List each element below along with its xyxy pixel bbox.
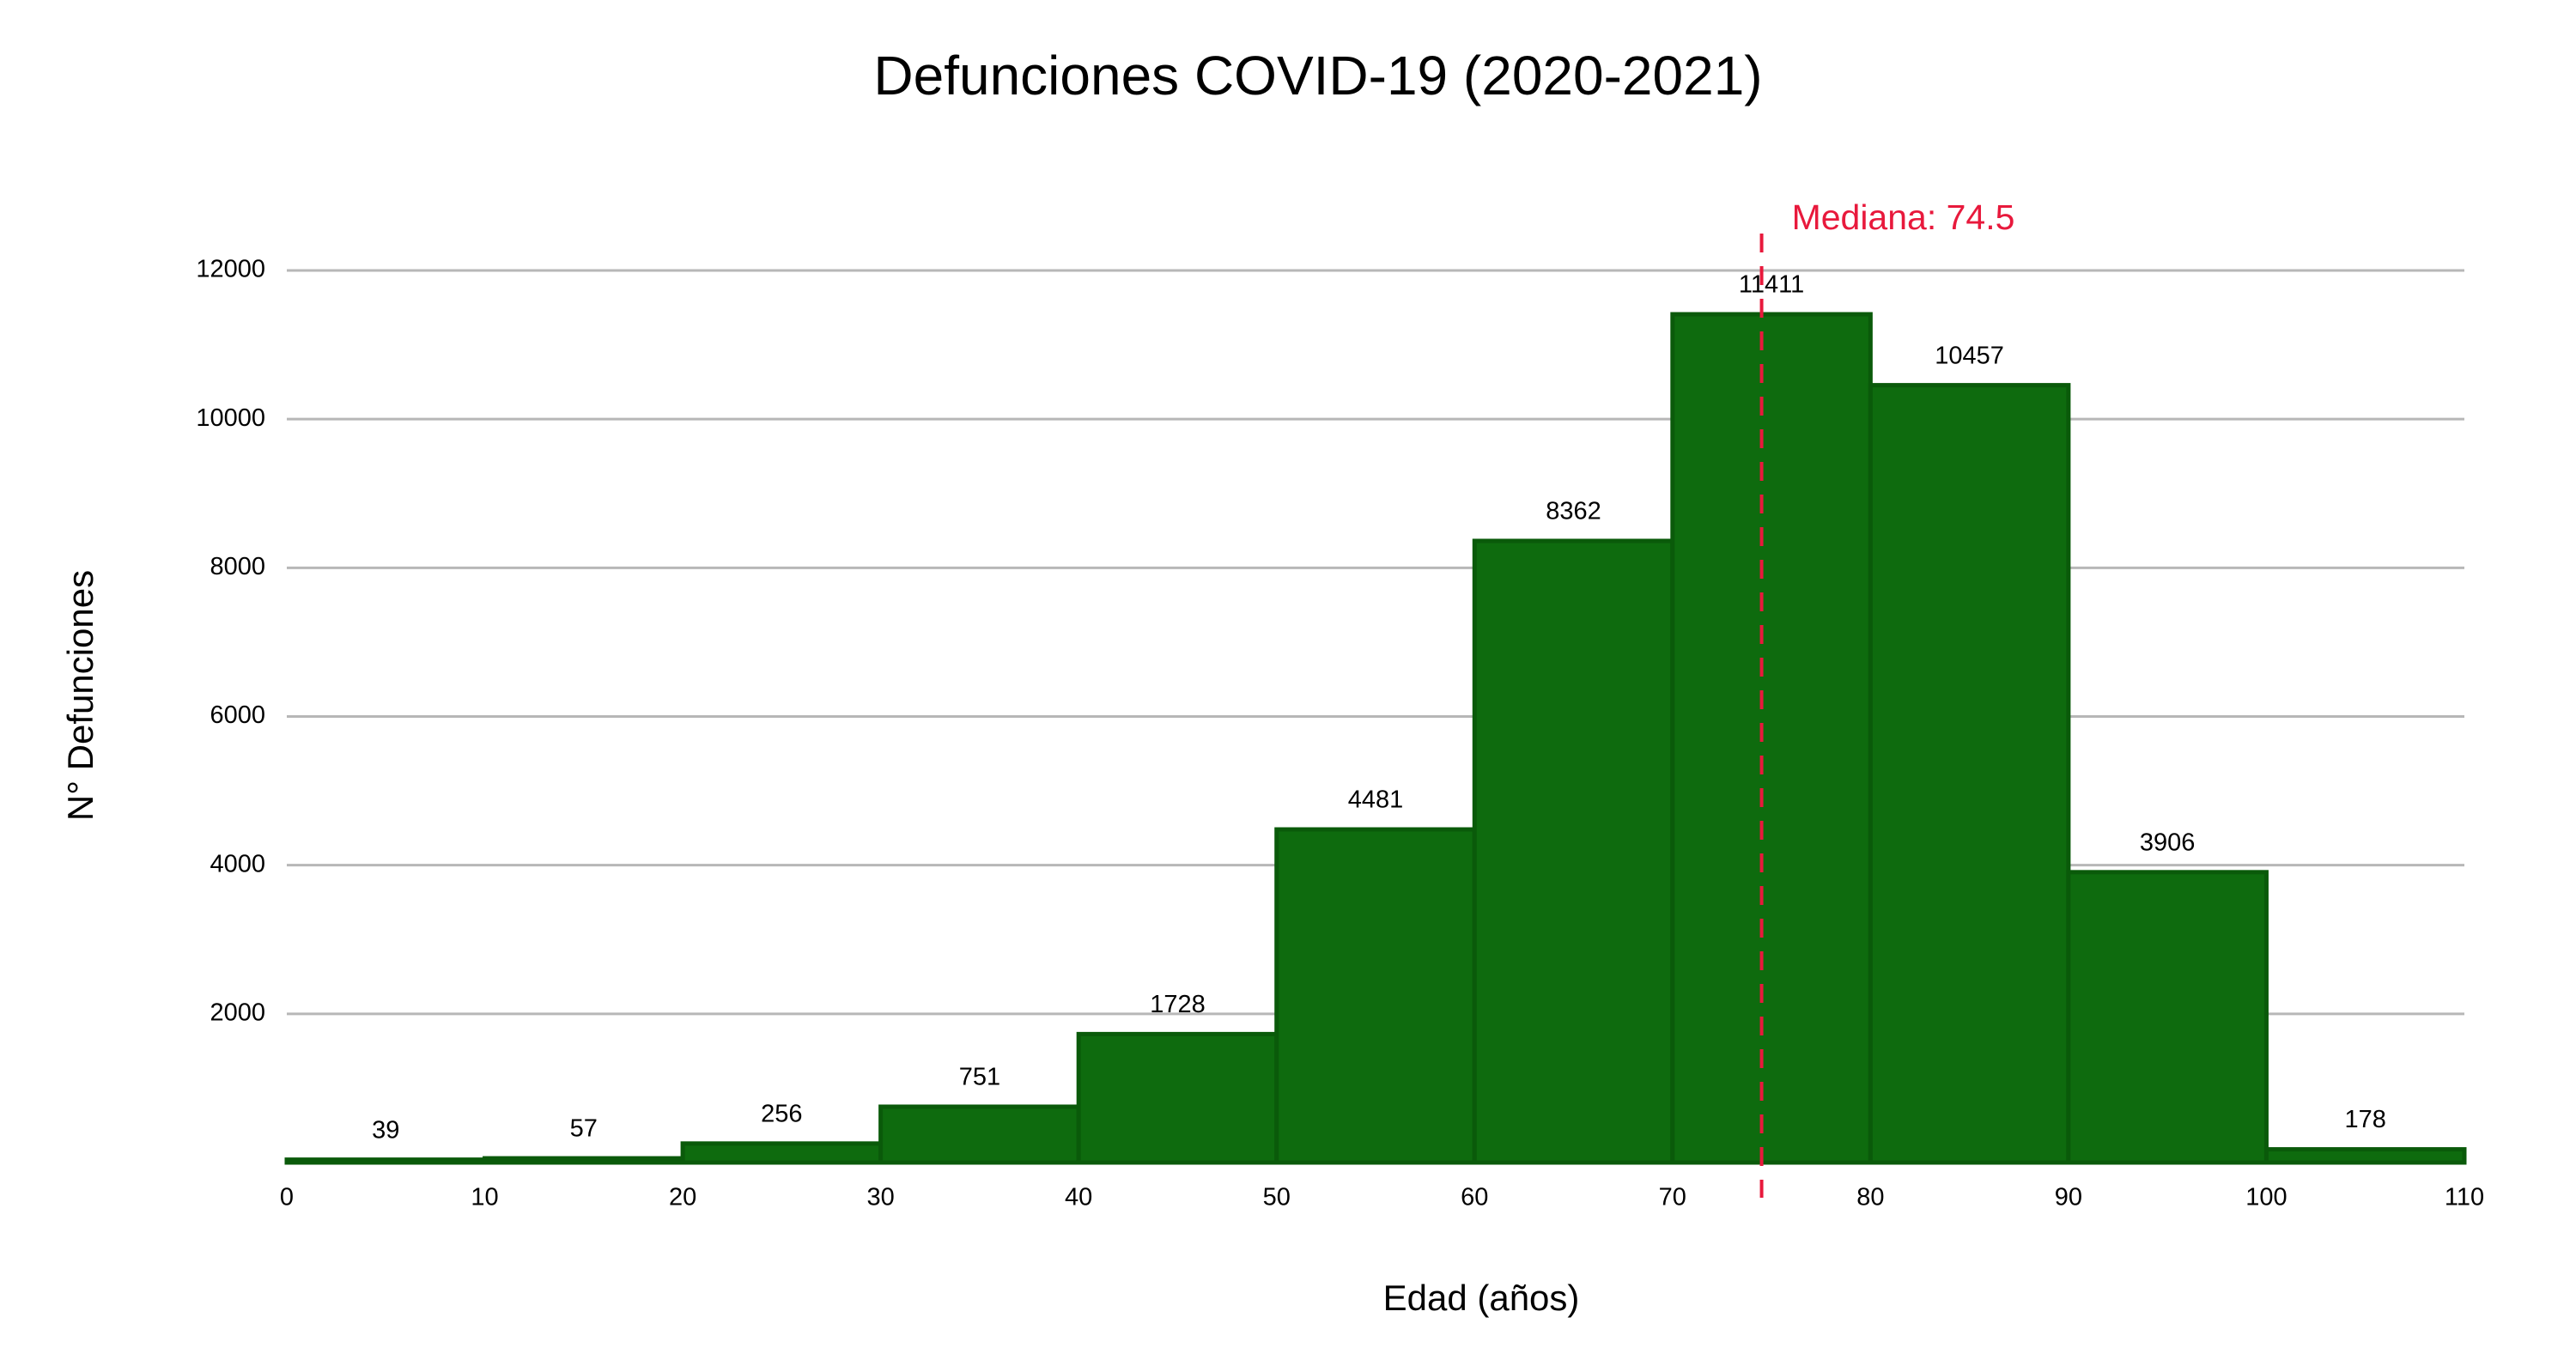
data-label: 57 [570, 1115, 598, 1143]
chart-title: Defunciones COVID-19 (2020-2021) [873, 45, 1762, 106]
data-label: 11411 [1739, 271, 1804, 299]
x-tick-label: 60 [1461, 1184, 1488, 1211]
bar [483, 1156, 685, 1165]
bar [680, 1141, 884, 1165]
x-tick-label: 110 [2445, 1184, 2484, 1211]
x-axis-label: Edad (años) [1383, 1278, 1580, 1318]
x-tick-label: 20 [669, 1184, 696, 1211]
x-tick-label: 80 [1856, 1184, 1884, 1211]
x-tick-label: 0 [280, 1184, 294, 1211]
x-tick-label: 90 [2055, 1184, 2082, 1211]
bar [878, 1104, 1081, 1165]
y-tick-label: 6000 [210, 701, 265, 729]
bar [1472, 538, 1675, 1165]
bar [2066, 870, 2269, 1165]
data-label: 3906 [2140, 829, 2196, 856]
y-tick-label: 8000 [210, 553, 265, 580]
x-tick-label: 50 [1263, 1184, 1291, 1211]
x-tick-label: 30 [867, 1184, 895, 1211]
y-tick-label: 4000 [210, 850, 265, 877]
x-tick-label: 40 [1065, 1184, 1092, 1211]
y-tick-label: 2000 [210, 999, 265, 1026]
bar [1670, 312, 1873, 1165]
data-label: 39 [372, 1116, 399, 1144]
data-label: 751 [959, 1064, 1000, 1091]
x-tick-label: 10 [471, 1184, 498, 1211]
bar [1076, 1031, 1279, 1165]
bar [1274, 827, 1477, 1165]
bar [1868, 383, 2071, 1165]
bar [2263, 1147, 2467, 1165]
data-label: 256 [761, 1100, 802, 1127]
y-axis-label: N° Defunciones [60, 570, 100, 821]
data-label: 4481 [1348, 786, 1404, 814]
data-label: 178 [2345, 1106, 2386, 1133]
bar [284, 1157, 488, 1165]
data-label: 1728 [1150, 991, 1206, 1018]
x-tick-label: 100 [2245, 1184, 2287, 1211]
y-tick-label: 12000 [196, 256, 265, 283]
data-label: 10457 [1935, 342, 2004, 369]
data-label: 8362 [1546, 498, 1601, 525]
x-tick-label: 70 [1659, 1184, 1686, 1211]
y-tick-label: 10000 [196, 404, 265, 432]
median-label: Mediana: 74.5 [1792, 197, 2015, 237]
